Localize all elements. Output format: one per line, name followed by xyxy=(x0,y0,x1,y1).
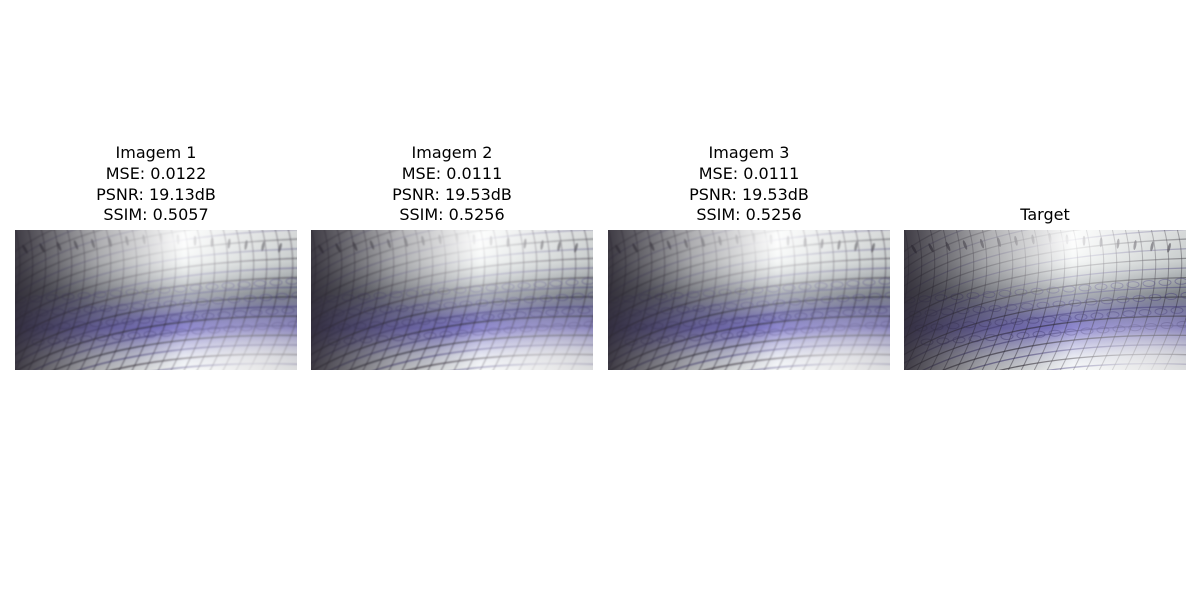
panel-title: Imagem 2 MSE: 0.0111 PSNR: 19.53dB SSIM:… xyxy=(281,143,623,226)
mse-value: MSE: 0.0122 xyxy=(105,163,207,183)
panel-imagem-3: Imagem 3 MSE: 0.0111 PSNR: 19.53dB SSIM:… xyxy=(608,0,890,600)
panel-imagem-2: Imagem 2 MSE: 0.0111 PSNR: 19.53dB SSIM:… xyxy=(311,0,593,600)
psnr-value: PSNR: 19.13dB xyxy=(96,184,216,204)
panel-name: Imagem 3 xyxy=(708,143,790,162)
ssim-value: SSIM: 0.5057 xyxy=(103,205,209,225)
mse-value: MSE: 0.0111 xyxy=(698,163,800,183)
panel-target: Target xyxy=(904,0,1186,600)
panel-name: Imagem 2 xyxy=(411,143,493,162)
psnr-value: PSNR: 19.53dB xyxy=(689,184,809,204)
image-imagem-1 xyxy=(15,230,297,370)
image-target xyxy=(904,230,1186,370)
panel-name: Target xyxy=(1020,205,1070,224)
ssim-value: SSIM: 0.5256 xyxy=(399,205,505,225)
panel-title: Imagem 3 MSE: 0.0111 PSNR: 19.53dB SSIM:… xyxy=(578,143,920,226)
image-imagem-2 xyxy=(311,230,593,370)
panel-imagem-1: Imagem 1 MSE: 0.0122 PSNR: 19.13dB SSIM:… xyxy=(15,0,297,600)
panel-title: Target xyxy=(874,205,1200,226)
psnr-value: PSNR: 19.53dB xyxy=(392,184,512,204)
ssim-value: SSIM: 0.5256 xyxy=(696,205,802,225)
panel-title: Imagem 1 MSE: 0.0122 PSNR: 19.13dB SSIM:… xyxy=(0,143,327,226)
panel-name: Imagem 1 xyxy=(115,143,197,162)
mse-value: MSE: 0.0111 xyxy=(401,163,503,183)
image-imagem-3 xyxy=(608,230,890,370)
